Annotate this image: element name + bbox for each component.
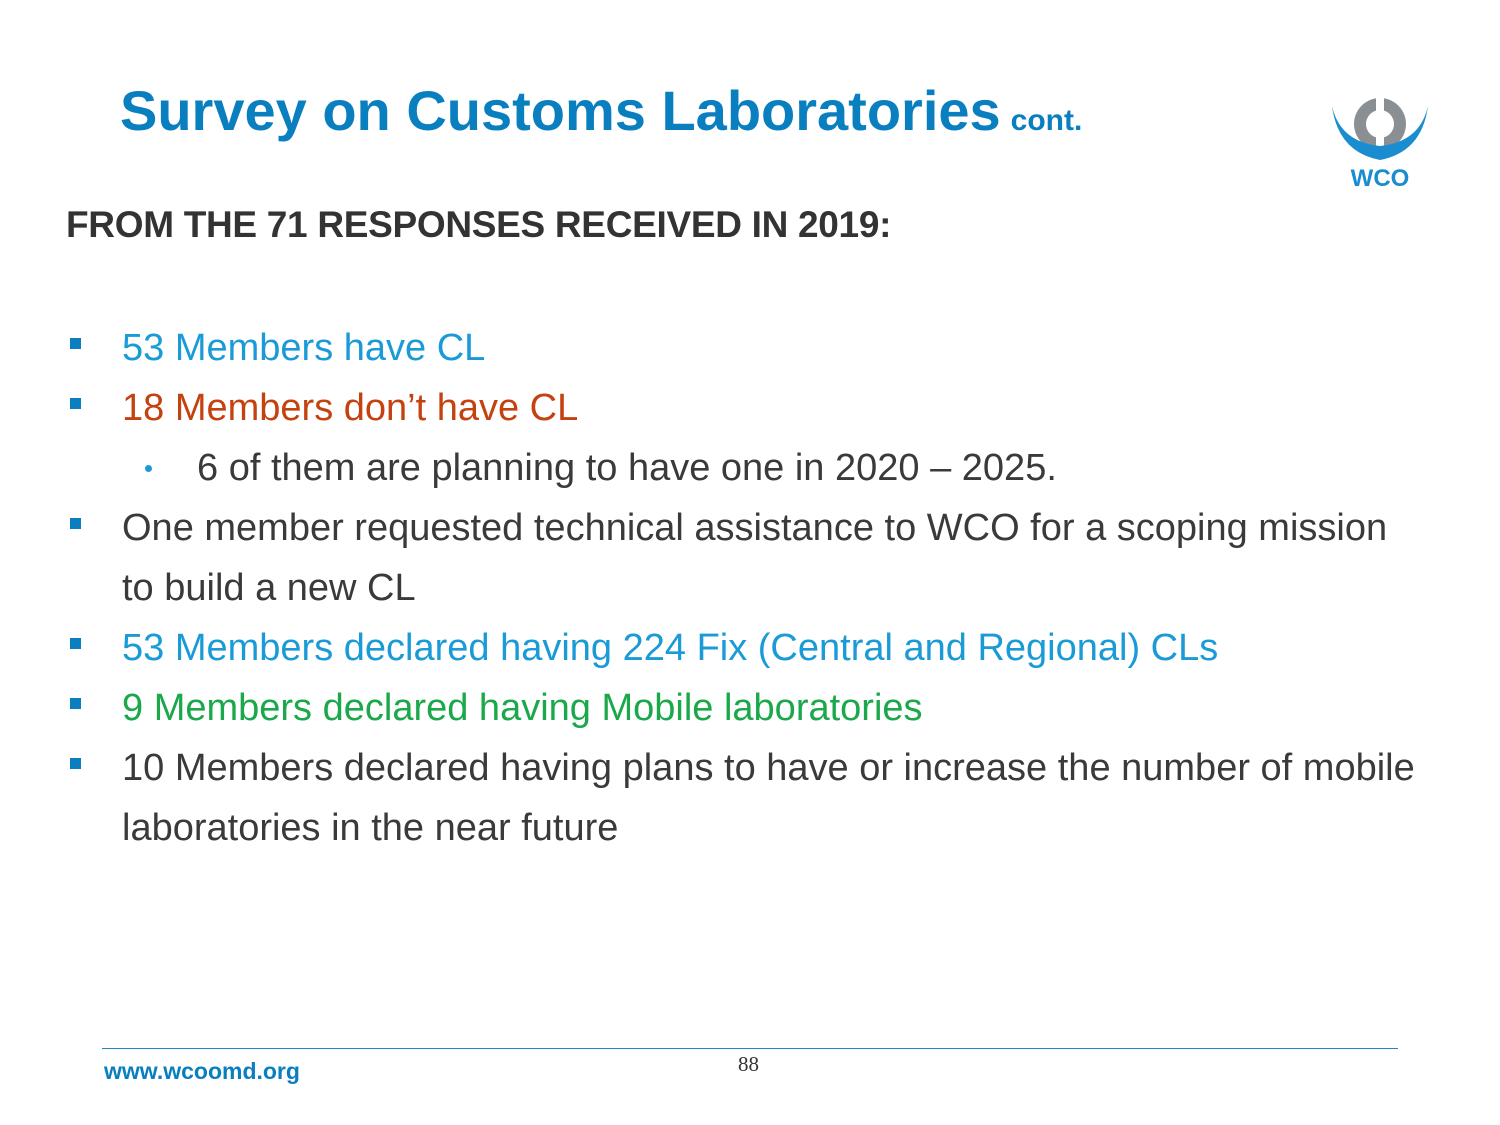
bullet-item: One member requested technical assistanc… bbox=[66, 498, 1426, 618]
logo-ring bbox=[1354, 98, 1406, 150]
logo-text: WCO bbox=[1351, 165, 1410, 192]
bullet-item: 10 Members declared having plans to have… bbox=[66, 738, 1426, 858]
bullet-item: 9 Members declared having Mobile laborat… bbox=[66, 678, 1426, 738]
logo-bowl bbox=[1332, 106, 1428, 160]
bullet-item: 6 of them are planning to have one in 20… bbox=[66, 438, 1426, 498]
heading: FROM THE 71 RESPONSES RECEIVED IN 2019: bbox=[66, 204, 892, 245]
bullet-list: 53 Members have CL 18 Members don’t have … bbox=[66, 318, 1426, 858]
footer-rule bbox=[102, 1048, 1398, 1049]
logo-gap bbox=[1376, 96, 1384, 152]
bullet-item: 53 Members have CL bbox=[66, 318, 1426, 378]
title-text: Survey on Customs Laboratories bbox=[120, 79, 1001, 142]
page-number: 88 bbox=[738, 1052, 759, 1076]
footer-url: www.wcoomd.org bbox=[104, 1058, 300, 1084]
wco-logo: WCO bbox=[1332, 96, 1428, 192]
bullet-item: 18 Members don’t have CL bbox=[66, 378, 1426, 438]
slide-title: Survey on Customs Laboratories cont. bbox=[120, 78, 1082, 143]
bullet-item: 53 Members declared having 224 Fix (Cent… bbox=[66, 618, 1426, 678]
title-suffix: cont. bbox=[1010, 104, 1083, 137]
